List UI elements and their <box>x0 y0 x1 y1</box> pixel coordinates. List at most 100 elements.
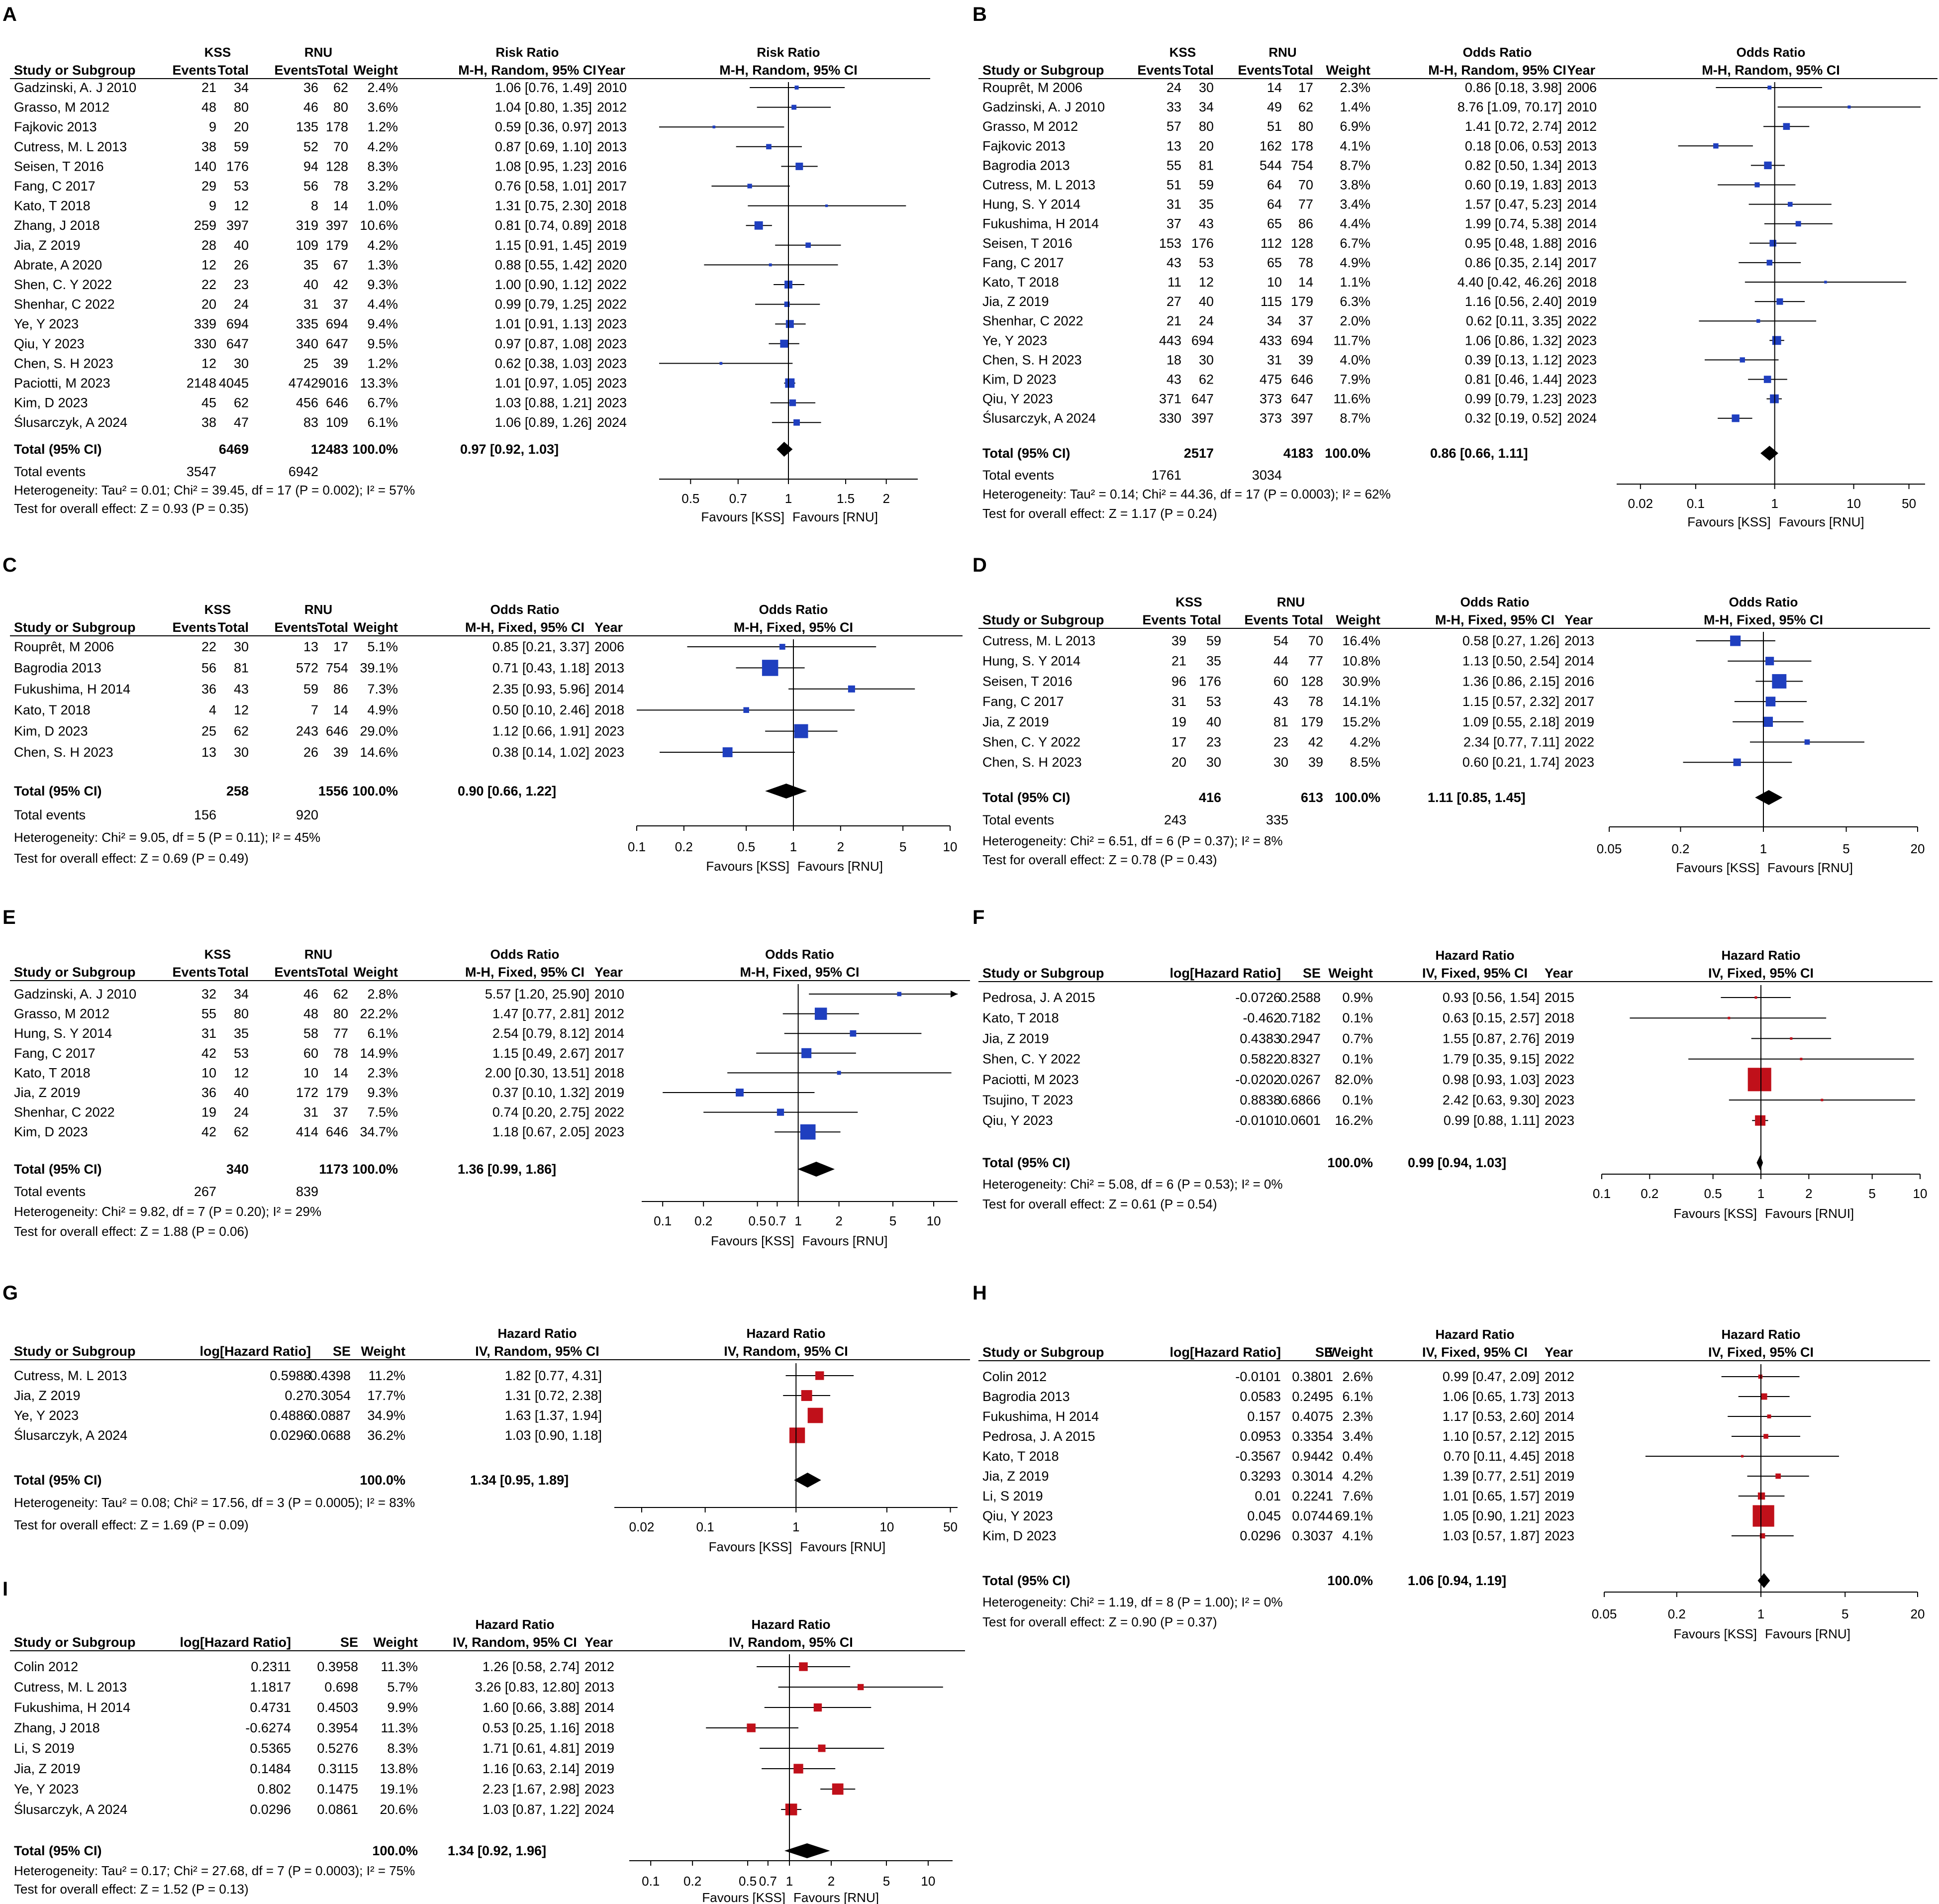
year: 2014 <box>1564 654 1594 669</box>
tick-label: 5 <box>899 839 906 854</box>
col-total-2: Total <box>1292 612 1324 627</box>
events-2: 65 <box>1267 255 1282 270</box>
point-estimate <box>813 1703 822 1712</box>
total-ci: 1.34 [0.95, 1.89] <box>470 1473 569 1488</box>
log-hr: 0.5822 <box>1240 1052 1281 1067</box>
total-1: 80 <box>234 100 249 115</box>
point-estimate <box>837 1071 841 1075</box>
events-2: 109 <box>296 238 318 253</box>
point-estimate <box>1713 143 1719 149</box>
total-events-label: Total events <box>14 807 86 822</box>
tick-label: 5 <box>1842 841 1849 856</box>
total-label: Total (95% CI) <box>14 1473 102 1488</box>
effect-ci: 0.99 [0.79, 1.23] <box>1465 392 1562 406</box>
col-study: Study or Subgroup <box>14 620 135 635</box>
weight: 10.8% <box>1342 654 1380 669</box>
year: 2014 <box>1567 197 1597 212</box>
weight: 10.6% <box>360 218 398 233</box>
total-ci: 0.90 [0.66, 1.22] <box>458 784 556 799</box>
weight: 29.0% <box>360 724 398 739</box>
events-1: 45 <box>201 396 216 410</box>
effect-title: Hazard Ratio <box>476 1617 555 1632</box>
point-estimate <box>722 747 733 757</box>
tick-label: 0.5 <box>749 1213 767 1228</box>
weight: 8.3% <box>367 159 398 174</box>
year: 2022 <box>597 297 627 312</box>
year: 2019 <box>1545 1469 1574 1484</box>
effect-ci: 0.60 [0.19, 1.83] <box>1465 178 1562 193</box>
weight: 7.9% <box>1340 372 1370 387</box>
total-events-2: 6942 <box>289 464 318 479</box>
effect-ci: 1.15 [0.57, 2.32] <box>1462 694 1559 709</box>
effect-ci: 0.39 [0.13, 1.12] <box>1465 352 1562 367</box>
effect-ci: 4.40 [0.42, 46.26] <box>1457 275 1562 290</box>
total-events-2: 920 <box>296 807 318 822</box>
year: 2013 <box>584 1680 614 1695</box>
effect-title: Odds Ratio <box>1460 595 1530 609</box>
effect-title: Odds Ratio <box>490 602 560 617</box>
effect-ci: 0.74 [0.20, 2.75] <box>492 1105 589 1120</box>
year: 2019 <box>584 1741 614 1756</box>
total-1: 176 <box>226 159 249 174</box>
tick-label: 2 <box>837 839 844 854</box>
col-study: Study or Subgroup <box>982 612 1104 627</box>
events-1: 20 <box>1171 755 1186 770</box>
point-estimate <box>1763 376 1771 383</box>
study-row: Bagrodia 2013 0.0583 0.2495 6.1% 1.06 [0.65,… <box>982 1389 1790 1404</box>
year: 2013 <box>594 660 624 675</box>
study-row: Jia, Z 2019 36 40 172 179 9.3% 0.37 [0.10, 1.3… <box>14 1085 815 1100</box>
weight: 36.2% <box>367 1428 405 1443</box>
effect-title: Odds Ratio <box>490 947 560 962</box>
study-row: Ślusarczyk, A 2024 0.0296 0.0861 20.6% 1.03 … <box>14 1801 802 1817</box>
col-study: Study or Subgroup <box>14 965 135 980</box>
total-1: 59 <box>234 139 249 154</box>
point-estimate <box>1758 1374 1763 1379</box>
year: 2022 <box>597 277 627 292</box>
total-1: 35 <box>234 1026 249 1041</box>
total-1: 34 <box>234 80 249 95</box>
effect-method: M-H, Random, 95% CI <box>458 63 596 78</box>
group1-header: KSS <box>1175 595 1202 609</box>
study-row: Pedrosa, J. A 2015 0.0953 0.3354 3.4% 1.10 [… <box>982 1429 1801 1444</box>
year: 2022 <box>594 1105 624 1120</box>
effect-ci: 0.70 [0.11, 4.45] <box>1444 1449 1540 1464</box>
study-row: Cutress, M. L 2013 51 59 64 70 3.8% 0.60 [0.19… <box>982 178 1796 193</box>
events-2: 13 <box>303 639 318 654</box>
point-estimate <box>1800 1058 1803 1061</box>
point-estimate <box>857 1684 864 1691</box>
se: 0.3354 <box>1292 1429 1333 1444</box>
study-name: Shenhar, C 2022 <box>982 313 1083 328</box>
tick-label: 0.2 <box>1641 1186 1658 1201</box>
year: 2023 <box>594 745 624 760</box>
total-1: 62 <box>234 724 249 739</box>
plot-method: IV, Random, 95% CI <box>729 1635 853 1650</box>
total-events-2: 3034 <box>1252 468 1282 483</box>
favours-right: Favours [RNU] <box>1765 1626 1850 1641</box>
total-n1: 416 <box>1199 790 1221 805</box>
col-weight: Weight <box>354 63 398 78</box>
tick-label: 2 <box>835 1213 842 1228</box>
point-estimate <box>776 1108 784 1116</box>
total-events-label: Total events <box>982 468 1054 483</box>
study-name: Chen, S. H 2023 <box>982 755 1082 770</box>
study-row: Hung, S. Y 2014 31 35 58 77 6.1% 2.54 [0.79, 8… <box>14 1026 922 1041</box>
col-se: SE <box>1315 1345 1333 1360</box>
total-events-label: Total events <box>14 1184 86 1199</box>
total-ci: 0.86 [0.66, 1.11] <box>1430 446 1528 461</box>
weight: 2.3% <box>1340 80 1370 95</box>
total-2: 70 <box>333 139 348 154</box>
tick-label: 0.1 <box>1687 496 1705 511</box>
weight: 2.3% <box>1342 1409 1373 1424</box>
year: 2014 <box>584 1700 614 1715</box>
events-2: 31 <box>303 297 318 312</box>
point-estimate <box>815 1371 824 1380</box>
total-2: 178 <box>326 119 348 134</box>
weight: 6.1% <box>1342 1389 1373 1404</box>
total-2: 179 <box>326 238 348 253</box>
study-row: Gadzinski, A. J 2010 33 34 49 62 1.4% 8.76 [1.… <box>982 100 1921 114</box>
total-weight: 100.0% <box>1325 446 1370 461</box>
weight: 6.7% <box>1340 236 1370 251</box>
point-estimate <box>736 1089 744 1097</box>
pooled-diamond <box>794 1473 821 1488</box>
